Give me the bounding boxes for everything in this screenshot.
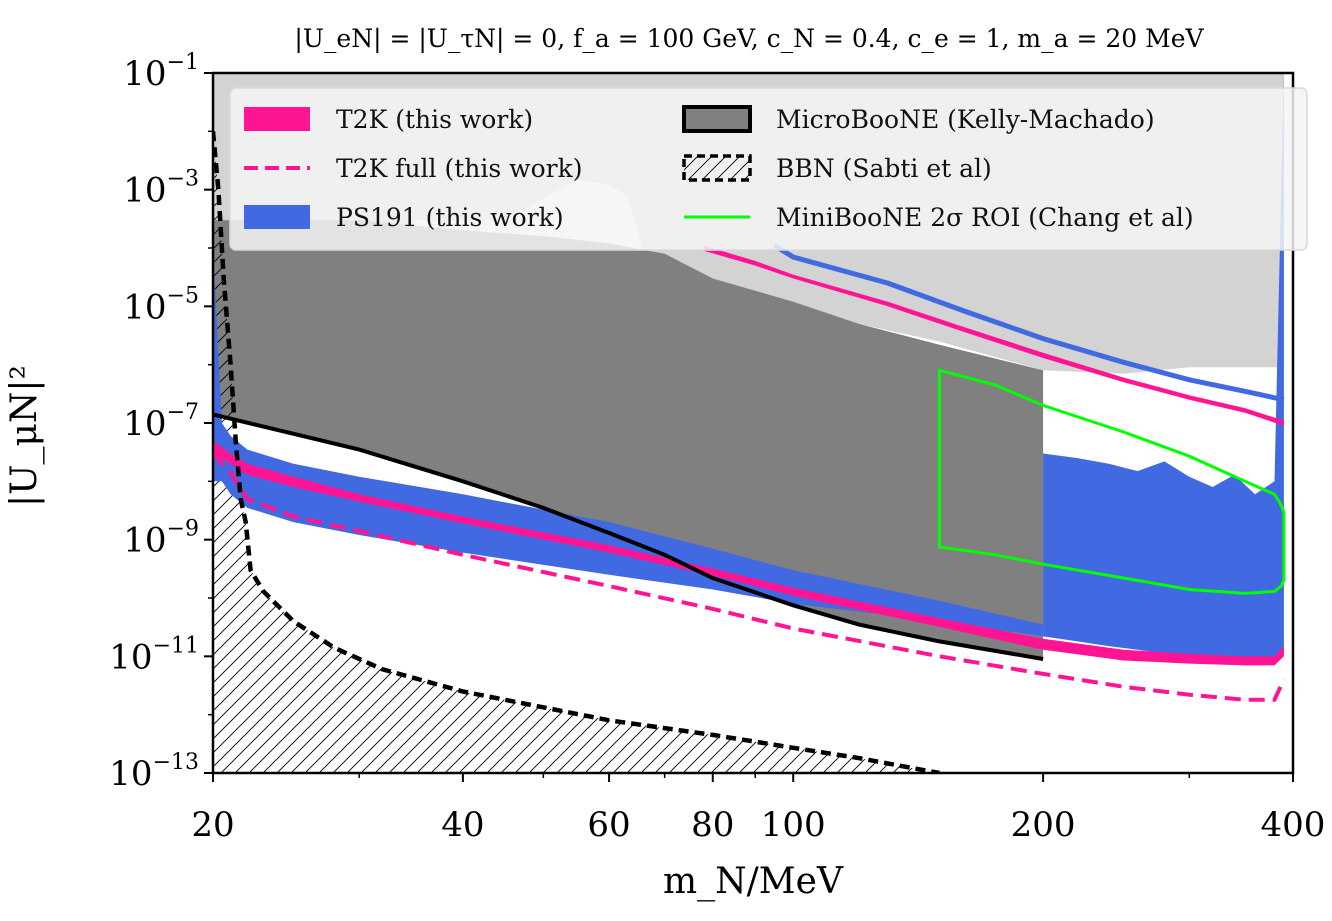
y-tick-label: 10−9 [123,517,199,561]
chart-title: |U_eN| = |U_τN| = 0, f_a = 100 GeV, c_N … [294,24,1204,54]
y-tick-label: 10−11 [109,633,199,677]
bbn-boundary-line [213,131,940,773]
legend-swatch [682,105,752,133]
ps191-high-line [773,243,1285,403]
legend: T2K (this work) T2K full (this work) PS191… [229,87,1308,251]
legend-label: T2K full (this work) [336,154,582,183]
miniboone-roi-contour [937,368,1286,595]
y-tick-label: 10−3 [123,167,199,211]
legend-entry-miniboone: MiniBooNE 2σ ROI (Chang et al) [684,203,1194,232]
x-tick-label: 80 [691,805,734,845]
legend-label: BBN (Sabti et al) [776,154,992,183]
microboone-region [213,220,1044,659]
y-tick-label: 10−7 [123,400,199,444]
legend-entry-t2k: T2K (this work) [244,105,533,134]
legend-swatch [682,154,752,182]
legend-label: MicroBooNE (Kelly-Machado) [776,105,1155,134]
x-tick-label: 400 [1261,805,1326,845]
ps191-region-low [213,248,1044,637]
legend-entry-microboone: MicroBooNE (Kelly-Machado) [682,105,1155,134]
legend-label: PS191 (this work) [336,203,564,232]
x-axis-label: m_N/MeV [663,861,844,902]
x-tick-label: 200 [1011,805,1076,845]
legend-box [229,87,1308,251]
x-tick-label: 40 [441,805,484,845]
legend-label: T2K (this work) [336,105,533,134]
x-tick-label: 100 [761,805,826,845]
axis-ticks: 20 40 60 80 100 200 400 10−1 10−3 10−5 10−7 10−9 10−… [109,50,1325,845]
legend-swatch [244,205,310,229]
y-tick-label: 10−13 [109,750,199,794]
y-axis-label: |U_μN|² [4,365,45,507]
bbn-region [213,131,940,773]
t2k-high-band [703,245,1284,426]
t2k-full-line [213,452,1286,702]
legend-label: MiniBooNE 2σ ROI (Chang et al) [776,203,1194,232]
x-tick-label: 60 [587,805,630,845]
legend-entry-t2k_full: T2K full (this work) [244,154,582,183]
legend-swatch [244,107,310,131]
legend-entry-bbn: BBN (Sabti et al) [682,154,992,183]
ps191-region-high [1043,73,1284,662]
y-tick-label: 10−5 [123,283,199,327]
x-tick-label: 20 [191,805,234,845]
microboone-boundary-line [213,412,1044,661]
y-tick-label: 10−1 [123,50,199,94]
legend-entry-ps191: PS191 (this work) [244,203,564,232]
